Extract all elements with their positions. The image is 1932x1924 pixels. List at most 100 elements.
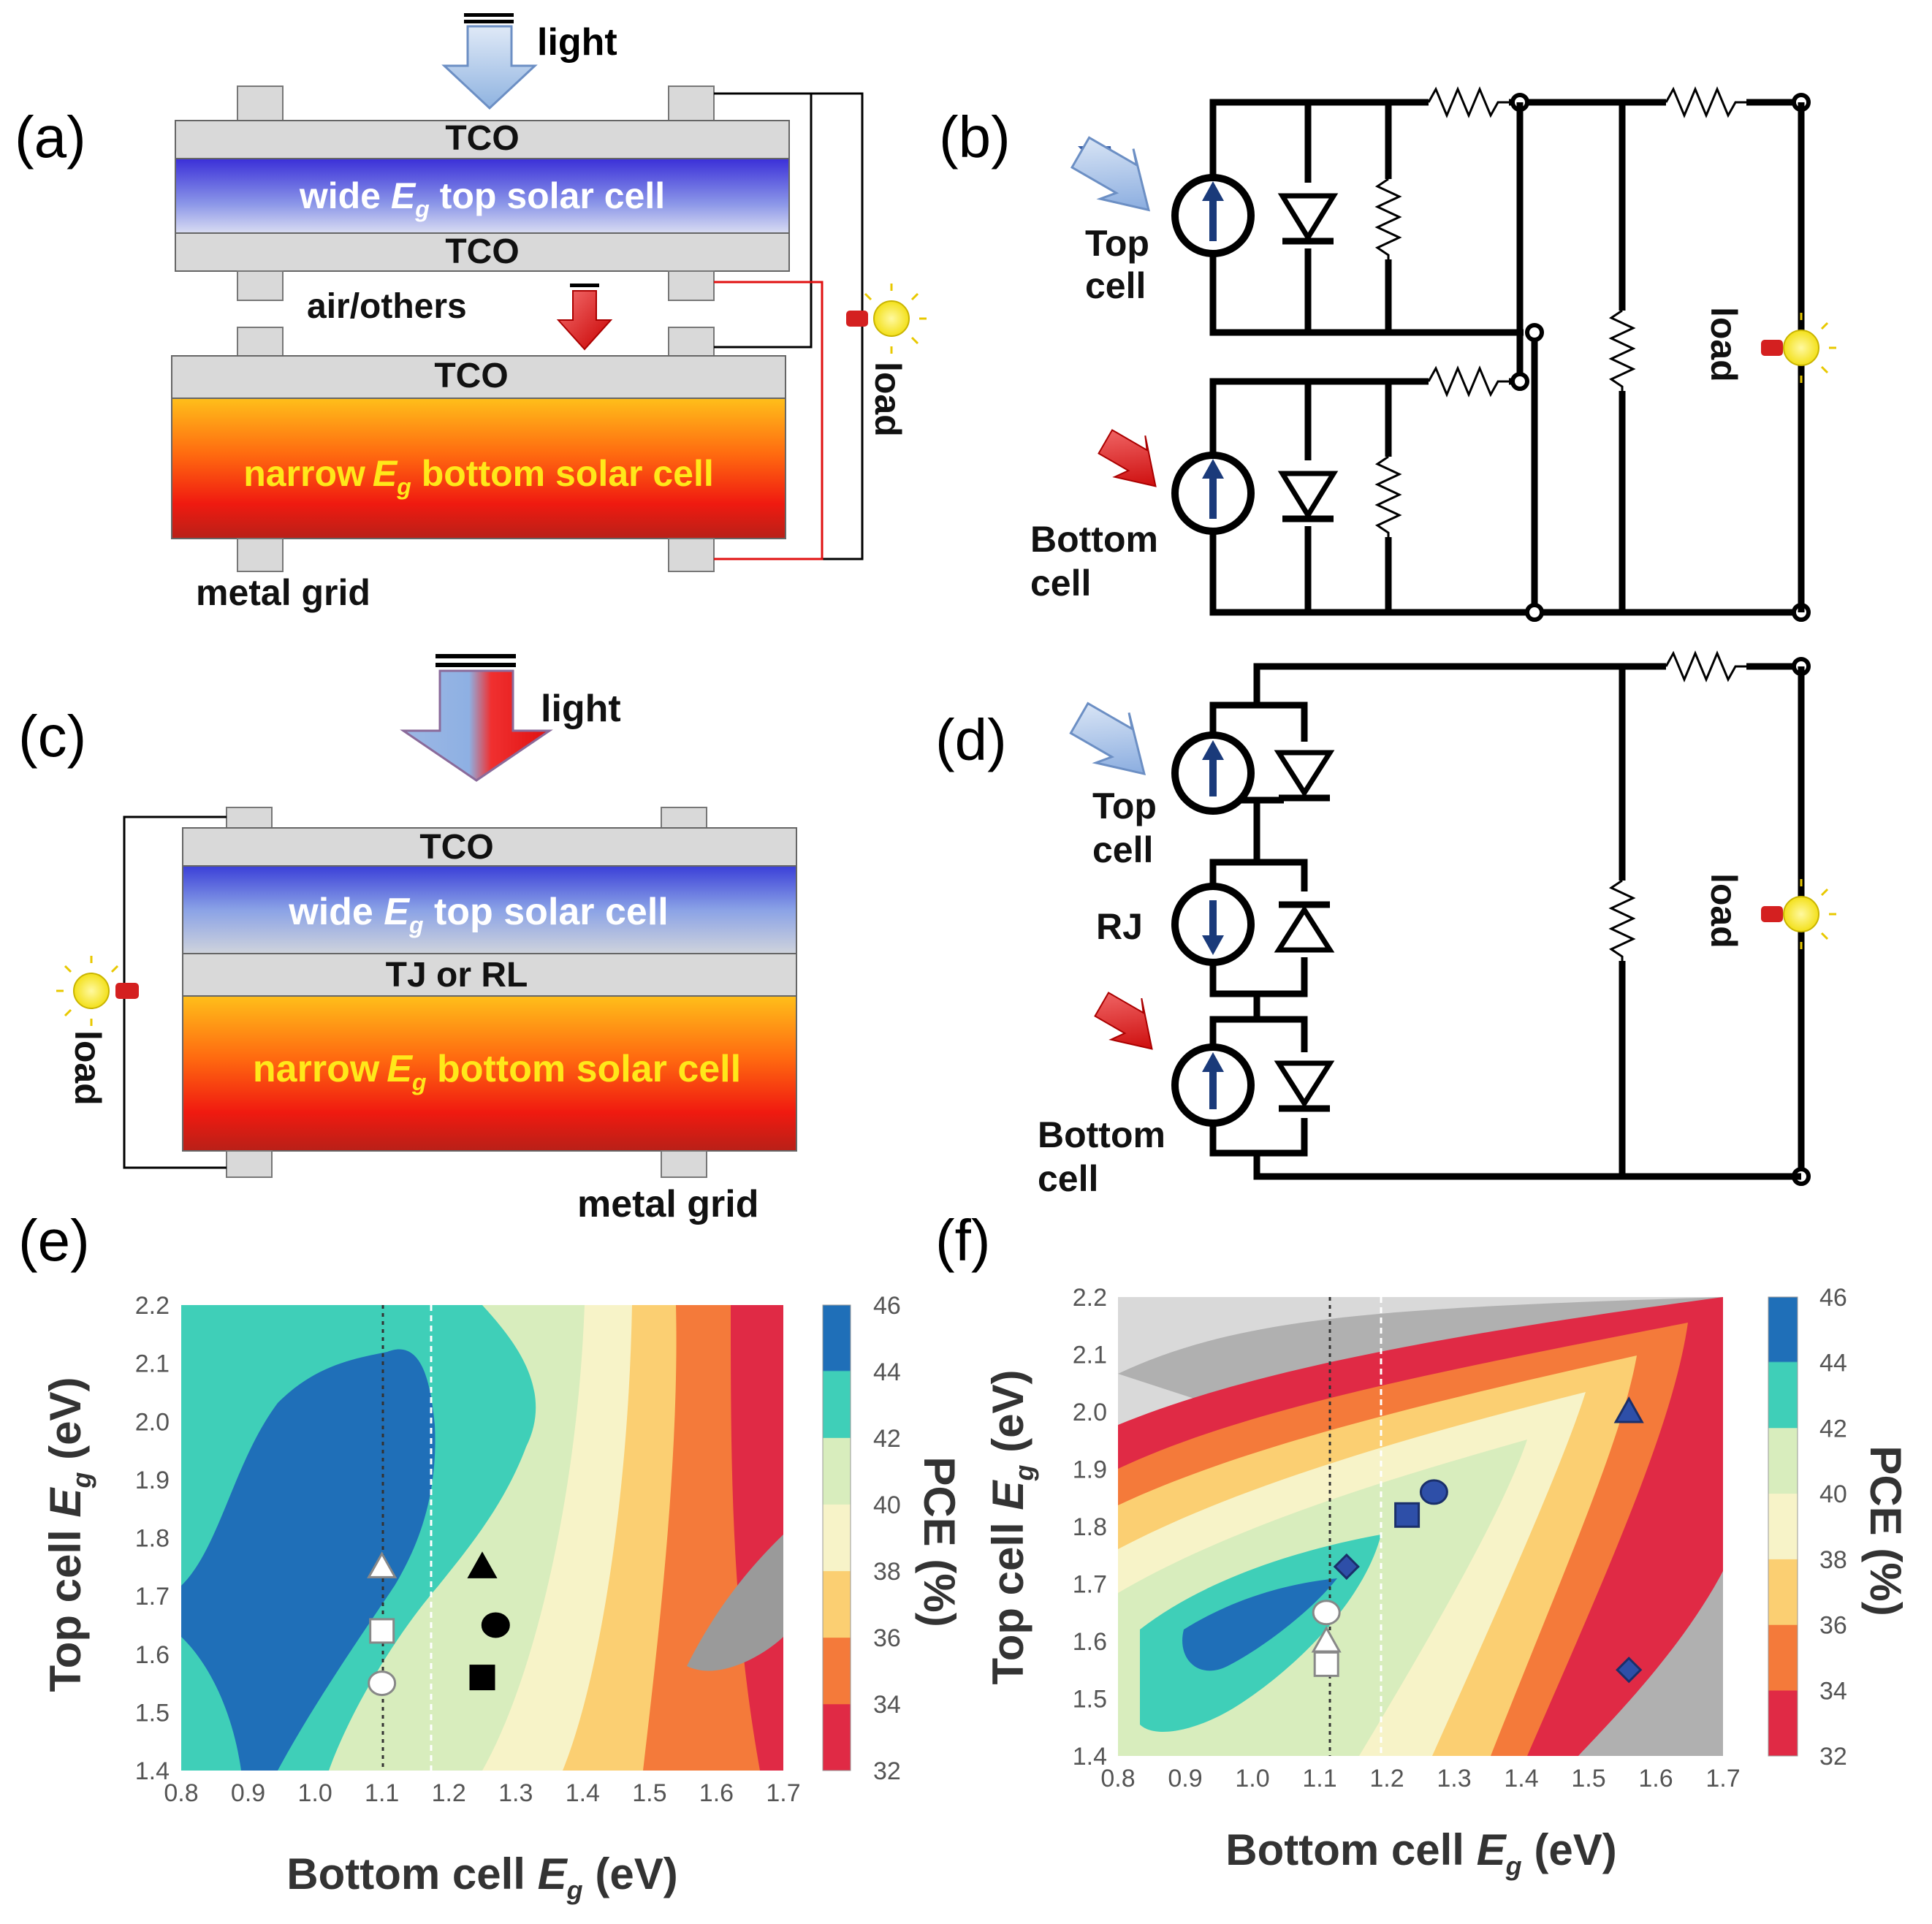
markers-f — [1311, 1396, 1644, 1684]
load-label: load — [867, 362, 908, 437]
marker-square — [469, 1665, 495, 1691]
y-tick-label: 1.4 — [1073, 1743, 1107, 1771]
x-axis-label-e: Bottom cell Eg (eV) — [286, 1849, 677, 1905]
colorbar-tick-label: 32 — [873, 1757, 901, 1785]
shunt-resistor — [1374, 178, 1402, 259]
lightbulb-icon — [846, 284, 927, 354]
metal-tab — [668, 85, 715, 123]
x-tick-label: 1.0 — [297, 1779, 332, 1807]
contour-band-44 — [1182, 1578, 1337, 1671]
wire — [1253, 1153, 1801, 1180]
x-axis-label-f: Bottom cell Eg (eV) — [1225, 1825, 1616, 1881]
y-tick-label: 2.0 — [1073, 1399, 1107, 1426]
metal-tab — [237, 538, 284, 572]
bottom-cell-text: Bottom — [1030, 519, 1158, 560]
panel-label-c: (c) — [18, 704, 86, 769]
y-tick-label: 1.6 — [1073, 1628, 1107, 1656]
y-tick-label: 2.2 — [135, 1292, 170, 1320]
colorbar-tick-label: 38 — [873, 1558, 901, 1586]
diode-symbol — [1277, 471, 1339, 520]
node — [1525, 603, 1544, 622]
panel-e: (e) 0.8 0.9 1.0 1.1 1.2 1.3 1.4 1.5 1.6 1.7 1.41.… — [18, 1208, 964, 1905]
top-cell-label: wide Eg top solar cell — [288, 891, 668, 938]
markers-e — [367, 1551, 510, 1697]
series-resistor — [1665, 86, 1746, 118]
y-axis-label-e: Top cell Eg (eV) — [41, 1377, 96, 1692]
series-resistor — [1427, 86, 1509, 118]
y-tick-label: 1.4 — [135, 1757, 170, 1785]
diode-symbol — [1277, 193, 1339, 243]
panel-c: (c) light TCO wide Eg top solar cell TJ … — [18, 654, 797, 1225]
wide-eg-top-cell — [182, 865, 797, 954]
shunt-resistor — [1608, 309, 1636, 391]
y-tick-label: 2.0 — [135, 1408, 170, 1436]
up-arrow-icon — [1202, 181, 1224, 201]
colorbar-tick-label: 44 — [1819, 1350, 1847, 1377]
top-cell-text: Top — [1085, 223, 1149, 264]
diode-symbol — [1274, 1060, 1335, 1109]
bottom-cell-text: cell — [1030, 563, 1091, 604]
narrow-eg-bottom-cell — [171, 398, 786, 539]
marker-circle — [368, 1670, 397, 1697]
y-tick-label: 1.6 — [135, 1641, 170, 1669]
marker-square — [1313, 1651, 1339, 1677]
panel-label-d: (d) — [935, 707, 1007, 772]
colorbar-tick-label: 32 — [1819, 1743, 1847, 1771]
x-tick-label: 1.2 — [432, 1779, 466, 1807]
y-tick-label: 1.9 — [135, 1467, 170, 1494]
y-tick-label: 2.1 — [1073, 1342, 1107, 1369]
metal-tab — [668, 538, 715, 572]
wire — [1253, 663, 1666, 705]
panel-label-e: (e) — [18, 1208, 90, 1273]
lightbulb-icon — [1761, 313, 1836, 383]
x-tick-label: 1.2 — [1369, 1765, 1404, 1792]
red-light-arrow — [556, 284, 613, 351]
diode-symbol-reverse — [1274, 905, 1335, 953]
tco-layer — [175, 120, 790, 159]
bottom-cell-text: cell — [1038, 1158, 1098, 1199]
colorbar-tick-label: 36 — [1819, 1612, 1847, 1640]
bottom-cell-label: narrow Eg bottom solar cell — [253, 1048, 741, 1095]
metal-tab — [226, 807, 273, 830]
panel-b: (b) Top cell — [939, 86, 1836, 622]
metal-grid-label: metal grid — [577, 1183, 759, 1225]
colorbar-label-f: PCE (%) — [1861, 1445, 1910, 1616]
tco-label: TCO — [445, 232, 519, 271]
light-label: light — [537, 21, 617, 64]
rj-label: RJ — [1096, 906, 1143, 947]
x-tick-label: 1.0 — [1235, 1765, 1269, 1792]
top-cell-label: wide Eg top solar cell — [299, 175, 665, 222]
light-arrow — [441, 13, 538, 110]
y-tick-label: 1.7 — [1073, 1571, 1107, 1599]
tco-layer — [175, 232, 790, 272]
top-cell-text: Top — [1092, 786, 1157, 826]
x-tick-label: 1.3 — [498, 1779, 533, 1807]
x-tick-label: 1.5 — [1571, 1765, 1605, 1792]
diode-symbol — [1274, 750, 1335, 798]
x-tick-label: 1.1 — [365, 1779, 399, 1807]
metal-tab — [661, 807, 707, 830]
shunt-resistor — [1608, 879, 1636, 961]
x-tick-label: 1.6 — [699, 1779, 734, 1807]
x-tick-label: 1.1 — [1302, 1765, 1336, 1792]
light-label: light — [541, 688, 621, 730]
x-tick-label: 0.8 — [164, 1779, 198, 1807]
x-tick-label: 1.4 — [1504, 1765, 1538, 1792]
y-axis-label-f: Top cell Eg (eV) — [984, 1370, 1039, 1685]
panel-label-a: (a) — [15, 104, 86, 170]
blue-light-arrow — [1069, 701, 1146, 776]
y-tick-label: 1.5 — [135, 1699, 170, 1727]
tj-rl-label: TJ or RL — [386, 956, 528, 995]
colorbar-tick-label: 34 — [1819, 1677, 1847, 1705]
x-tick-label: 1.7 — [766, 1779, 800, 1807]
x-tick-label: 1.6 — [1638, 1765, 1673, 1792]
tco-label: TCO — [434, 357, 508, 395]
bottom-cell-label: narrow Eg bottom solar cell — [243, 453, 714, 500]
y-tick-label: 2.2 — [1073, 1284, 1107, 1312]
wide-eg-top-cell — [175, 158, 790, 234]
x-tick-label: 1.3 — [1437, 1765, 1471, 1792]
narrow-eg-bottom-cell — [182, 995, 797, 1152]
x-tick-label: 1.5 — [632, 1779, 666, 1807]
tunnel-junction-layer — [182, 953, 797, 997]
colorbar-tick-label: 42 — [873, 1425, 901, 1453]
